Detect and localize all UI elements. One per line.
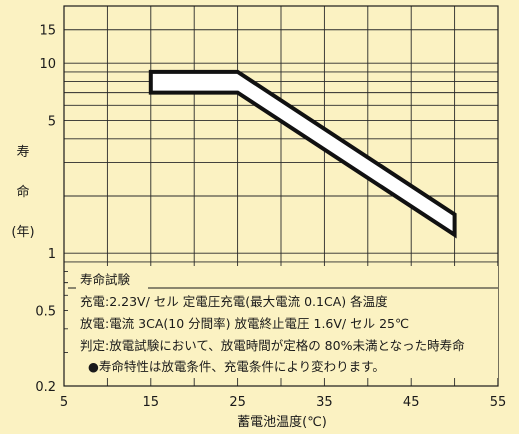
test-box-title: 寿命試験 xyxy=(80,272,131,287)
y-axis-label-line-3: (年) xyxy=(11,225,34,240)
y-axis-label-line-2: 命 xyxy=(16,184,29,200)
y-axis-label-line-1: 寿 xyxy=(16,145,29,160)
x-tick-label: 45 xyxy=(403,395,420,410)
y-tick-label: 15 xyxy=(39,24,56,39)
x-tick-label: 35 xyxy=(316,395,333,410)
test-condition-box: 寿命試験 充電:2.23V/ セル 定電圧充電(最大電流 0.1CA) 各温度 … xyxy=(68,266,498,378)
y-tick-label: 10 xyxy=(39,57,56,72)
x-tick-label: 55 xyxy=(490,395,507,410)
test-box-background xyxy=(68,266,498,378)
y-tick-label: 1 xyxy=(48,247,56,262)
x-tick-label: 5 xyxy=(60,395,68,410)
x-tick-label: 25 xyxy=(229,395,246,410)
life-band xyxy=(148,69,457,239)
life-band-polygon xyxy=(148,69,457,239)
x-axis-label: 蓄電池温度(℃) xyxy=(237,414,327,430)
x-tick-labels: 5 15 25 35 45 55 xyxy=(60,395,506,410)
y-tick-label: 0.5 xyxy=(35,304,56,319)
y-tick-label: 0.2 xyxy=(35,380,56,395)
plot-frame xyxy=(63,5,499,387)
y-tick-label: 5 xyxy=(48,114,56,129)
x-tick-label: 15 xyxy=(143,395,160,410)
test-condition-discharge: 放電:電流 3CA(10 分間率) 放電終止電圧 1.6V/ セル 25℃ xyxy=(80,316,409,331)
test-condition-charge: 充電:2.23V/ セル 定電圧充電(最大電流 0.1CA) 各温度 xyxy=(80,294,388,309)
characteristics-note: ●寿命特性は放電条件、充電条件により変わります。 xyxy=(88,359,385,374)
test-condition-judgement: 判定:放電試験において、放電時間が定格の 80%未満となった時寿命 xyxy=(80,338,465,353)
